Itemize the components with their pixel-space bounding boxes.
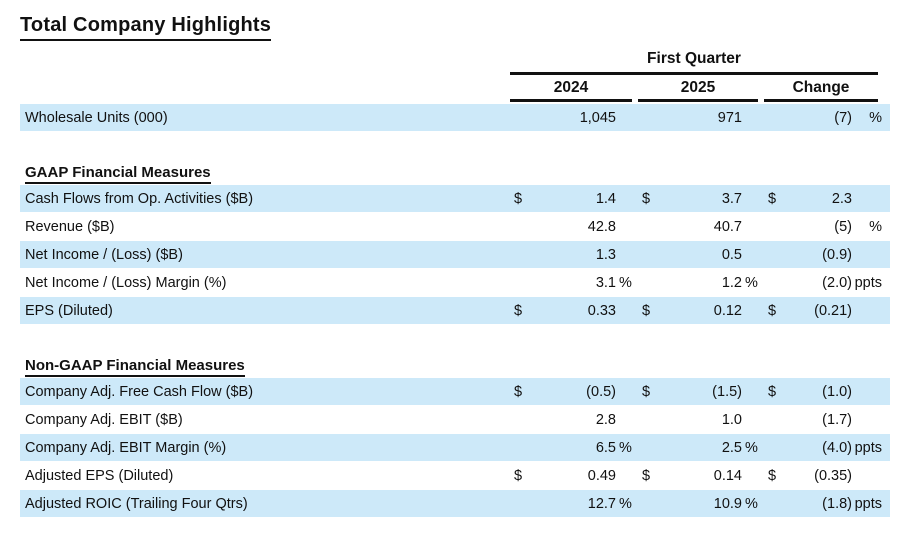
value-2024: 1.3	[595, 246, 616, 263]
currency-symbol-2024: $	[514, 383, 523, 400]
unit-suffix-2024: %	[619, 274, 632, 291]
group-header-rule	[510, 72, 878, 75]
unit-suffix-change: ppts	[854, 495, 882, 512]
value-change: 2.3	[831, 190, 852, 207]
table-row: EPS (Diluted) $0.33 $0.12 $ (0.21)	[20, 297, 890, 324]
table-row: Adjusted EPS (Diluted) $0.49 $0.14 $ (0.35)	[20, 462, 890, 489]
currency-symbol-2024: $	[514, 302, 523, 319]
value-change: (1.7)	[822, 411, 852, 428]
value-2025: 0.14	[713, 467, 742, 484]
unit-suffix-2024: %	[619, 495, 632, 512]
unit-suffix-change: %	[869, 109, 882, 126]
column-header-2024: 2024	[553, 79, 589, 96]
column-rule-change	[764, 99, 878, 102]
value-2025: 1.2	[721, 274, 742, 291]
table-row: Company Adj. EBIT ($B) 2.8 1.0 (1.7)	[20, 406, 890, 433]
value-2024: 1,045	[579, 109, 616, 126]
value-2024: 0.33	[587, 302, 616, 319]
unit-suffix-2024: %	[619, 439, 632, 456]
table-row: Net Income / (Loss) ($B) 1.3 0.5 (0.9)	[20, 241, 890, 268]
value-2024: 12.7	[587, 495, 616, 512]
unit-suffix-2025: %	[745, 495, 758, 512]
table-row: Wholesale Units (000) 1,045 971 (7)%	[20, 104, 890, 131]
unit-suffix-2025: %	[745, 274, 758, 291]
value-2025: 40.7	[713, 218, 742, 235]
column-header-2025: 2025	[680, 79, 716, 96]
row-label: Company Adj. Free Cash Flow ($B)	[25, 383, 254, 400]
row-label: Adjusted EPS (Diluted)	[25, 467, 174, 484]
unit-suffix-change: ppts	[854, 439, 882, 456]
column-group-header: First Quarter	[647, 50, 741, 67]
row-label: Net Income / (Loss) Margin (%)	[25, 274, 227, 291]
table-row: Net Income / (Loss) Margin (%) 3.1% 1.2% (2…	[20, 269, 890, 296]
value-change: (1.8)	[822, 495, 852, 512]
value-2024: 1.4	[595, 190, 616, 207]
row-spacer	[20, 132, 890, 164]
value-2024: (0.5)	[586, 383, 616, 400]
table-row: Revenue ($B) 42.8 40.7 (5)%	[20, 213, 890, 240]
row-label: Wholesale Units (000)	[25, 109, 168, 126]
value-change: (4.0)	[822, 439, 852, 456]
unit-suffix-2025: %	[745, 439, 758, 456]
row-label: Revenue ($B)	[25, 218, 115, 235]
section-header-row: Non-GAAP Financial Measures	[20, 357, 890, 378]
value-2025: 0.12	[713, 302, 742, 319]
currency-symbol-2024: $	[514, 467, 523, 484]
currency-symbol-2025: $	[642, 383, 651, 400]
page-title: Total Company Highlights	[20, 14, 272, 41]
currency-symbol-change: $	[768, 302, 777, 319]
value-change: (5)	[834, 218, 852, 235]
value-2024: 42.8	[587, 218, 616, 235]
value-2024: 0.49	[587, 467, 616, 484]
currency-symbol-2024: $	[514, 190, 523, 207]
value-change: (7)	[834, 109, 852, 126]
value-2024: 6.5	[595, 439, 616, 456]
value-2025: 3.7	[721, 190, 742, 207]
value-2024: 3.1	[595, 274, 616, 291]
column-rule-2024	[510, 99, 632, 102]
value-2025: 0.5	[721, 246, 742, 263]
value-change: (0.21)	[814, 302, 852, 319]
column-rule-2025	[638, 99, 758, 102]
currency-symbol-change: $	[768, 190, 777, 207]
row-label: Cash Flows from Op. Activities ($B)	[25, 190, 254, 207]
value-change: (2.0)	[822, 274, 852, 291]
table-row: Company Adj. EBIT Margin (%) 6.5% 2.5% (4.0…	[20, 434, 890, 461]
section-header-label: GAAP Financial Measures	[25, 165, 211, 184]
currency-symbol-change: $	[768, 467, 777, 484]
row-label: EPS (Diluted)	[25, 302, 113, 319]
row-spacer	[20, 325, 890, 357]
table-row: Company Adj. Free Cash Flow ($B) $ (0.5) $ (…	[20, 378, 890, 405]
currency-symbol-change: $	[768, 383, 777, 400]
value-2025: 2.5	[721, 439, 742, 456]
unit-suffix-change: %	[869, 218, 882, 235]
row-label: Company Adj. EBIT ($B)	[25, 411, 183, 428]
unit-suffix-change: ppts	[854, 274, 882, 291]
column-header-change: Change	[792, 79, 850, 96]
value-2024: 2.8	[595, 411, 616, 428]
value-2025: 10.9	[713, 495, 742, 512]
currency-symbol-2025: $	[642, 302, 651, 319]
row-label: Company Adj. EBIT Margin (%)	[25, 439, 227, 456]
value-change: (1.0)	[822, 383, 852, 400]
value-2025: 971	[717, 109, 742, 126]
table-row: Cash Flows from Op. Activities ($B) $1.4 $…	[20, 185, 890, 212]
value-2025: 1.0	[721, 411, 742, 428]
currency-symbol-2025: $	[642, 467, 651, 484]
section-header-row: GAAP Financial Measures	[20, 164, 890, 185]
table-body: Wholesale Units (000) 1,045 971 (7)% GAAP Fi…	[20, 104, 890, 518]
value-2025: (1.5)	[712, 383, 742, 400]
row-label: Net Income / (Loss) ($B)	[25, 246, 183, 263]
table-row: Adjusted ROIC (Trailing Four Qtrs) 12.7% 1…	[20, 490, 890, 517]
section-header-label: Non-GAAP Financial Measures	[25, 358, 245, 377]
currency-symbol-2025: $	[642, 190, 651, 207]
value-change: (0.35)	[814, 467, 852, 484]
value-change: (0.9)	[822, 246, 852, 263]
row-label: Adjusted ROIC (Trailing Four Qtrs)	[25, 495, 248, 512]
